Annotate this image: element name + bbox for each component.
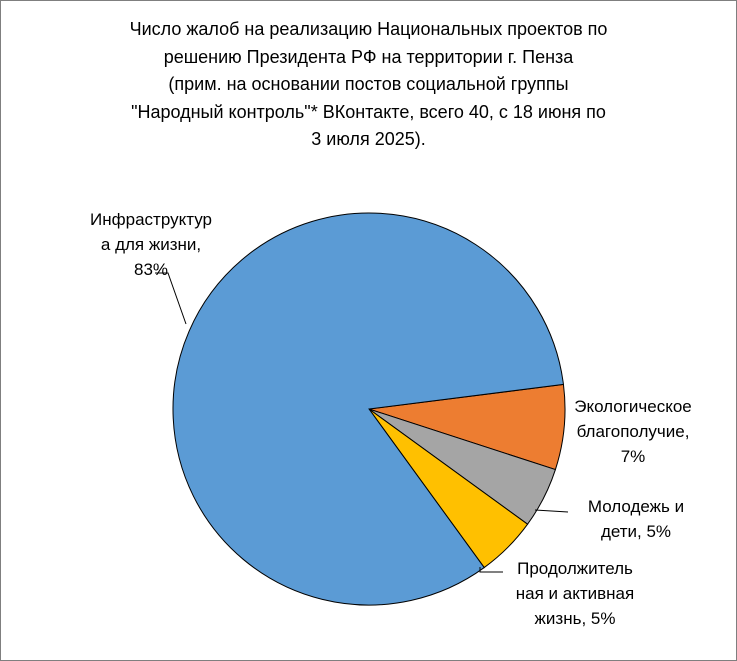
- chart-title-line: решению Президента РФ на территории г. П…: [163, 46, 574, 67]
- data-label-ecology: Экологическое благополучие, 7%: [574, 397, 692, 466]
- chart-title-line: Число жалоб на реализацию Национальных п…: [129, 19, 608, 39]
- data-label-infrastructure: Инфраструктур а для жизни, 83%: [90, 210, 212, 279]
- leader-line-longevity: [479, 567, 503, 573]
- chart-title: Число жалоб на реализацию Национальных п…: [60, 16, 677, 154]
- leader-line-infrastructure: [155, 272, 187, 325]
- pie-slice-infrastructure: [172, 212, 565, 606]
- chart-title-line: "Народный контроль"* ВКонтакте, всего 40…: [131, 101, 606, 122]
- chart-title-line: (прим. на основании постов социальной гр…: [168, 74, 569, 94]
- leader-line-youth: [534, 509, 569, 513]
- chart-title-line: 3 июля 2025).: [311, 129, 426, 149]
- data-label-longevity: Продолжитель ная и активная жизнь, 5%: [515, 559, 635, 628]
- data-label-youth: Молодежь и дети, 5%: [587, 497, 685, 541]
